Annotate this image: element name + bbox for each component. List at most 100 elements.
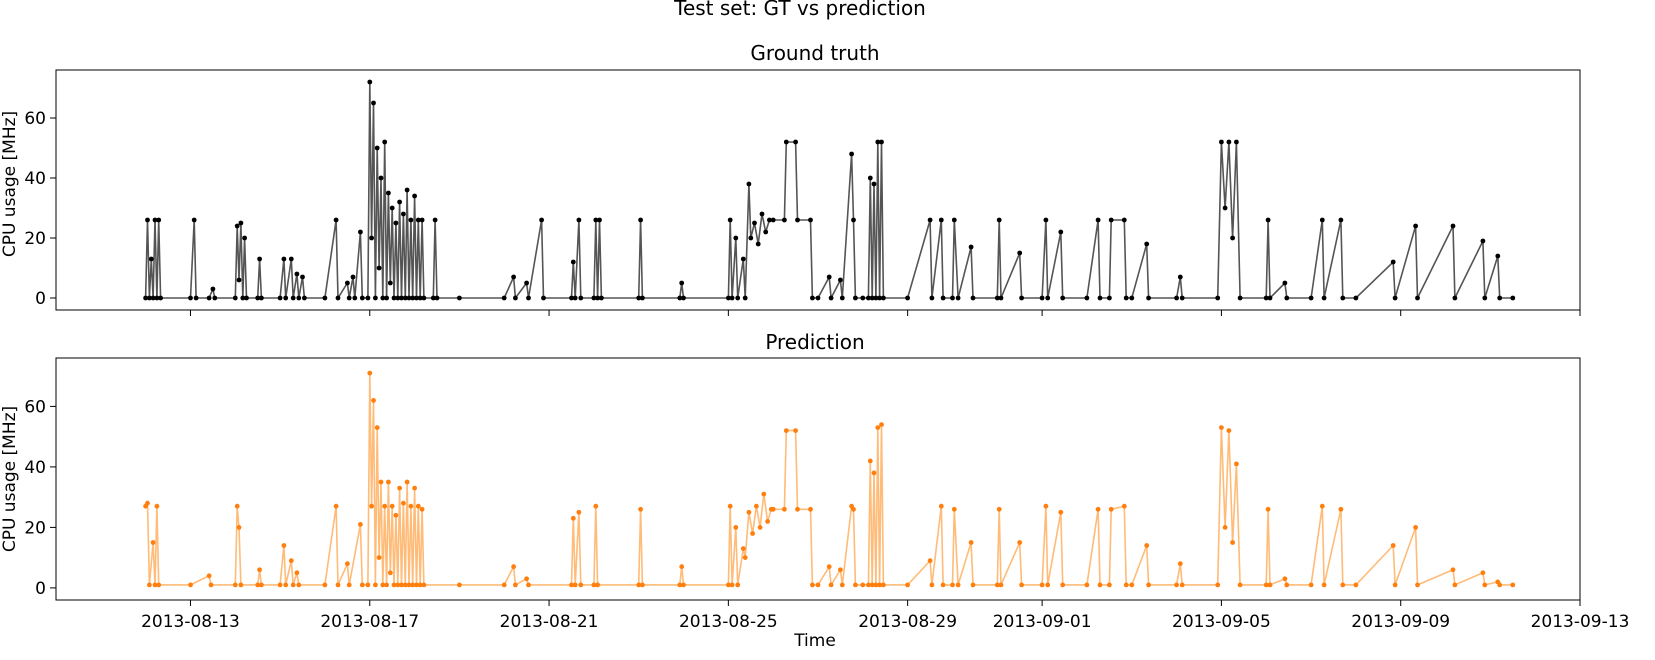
suptitle: Test set: GT vs prediction	[673, 0, 926, 20]
data-point	[591, 295, 597, 301]
data-point	[1480, 570, 1486, 576]
data-point	[735, 295, 741, 301]
data-point	[597, 217, 602, 223]
data-point	[242, 235, 248, 241]
pred-axes-frame	[55, 357, 1581, 601]
data-point	[1121, 217, 1127, 223]
data-point	[421, 582, 427, 588]
data-point	[877, 295, 882, 301]
data-point	[147, 295, 152, 301]
data-point	[905, 295, 910, 301]
data-point	[1215, 295, 1221, 301]
data-point	[740, 546, 746, 551]
series-line	[144, 81, 1513, 301]
data-point	[793, 139, 798, 145]
xtick-label: 2013-08-17	[320, 612, 419, 632]
data-point	[378, 175, 384, 181]
data-point	[259, 295, 264, 301]
data-point	[783, 428, 789, 433]
ytick-label: 40	[24, 458, 46, 478]
data-point	[1230, 235, 1235, 241]
data-point	[399, 582, 404, 588]
data-point	[1282, 280, 1288, 286]
gt-yticks: 0 20 40 60	[24, 109, 56, 309]
data-point	[1222, 525, 1228, 530]
data-point	[415, 217, 421, 223]
data-point	[236, 525, 242, 530]
data-point	[1390, 543, 1396, 548]
data-point	[998, 295, 1004, 301]
data-point	[1060, 582, 1066, 588]
data-point	[371, 100, 376, 106]
data-point	[860, 295, 866, 301]
pred-xticks: 2013-08-13 2013-08-17 2013-08-21 2013-08-25…	[141, 600, 1629, 632]
data-point	[236, 277, 242, 283]
data-point	[767, 217, 772, 223]
data-point	[389, 503, 395, 509]
data-point	[1144, 241, 1150, 247]
data-point	[387, 570, 393, 576]
data-point	[302, 295, 307, 301]
data-point	[526, 295, 531, 301]
data-point	[1226, 139, 1232, 145]
data-point	[391, 295, 397, 301]
data-point	[380, 582, 386, 588]
data-point	[399, 295, 404, 301]
data-point	[1146, 295, 1151, 301]
data-point	[879, 139, 884, 145]
data-point	[576, 217, 582, 223]
data-point	[1179, 295, 1185, 301]
data-point	[873, 582, 879, 588]
data-point	[578, 295, 584, 301]
data-point	[389, 205, 395, 211]
data-point	[1392, 295, 1398, 301]
data-point	[395, 582, 401, 588]
data-point	[853, 295, 858, 301]
data-point	[501, 582, 507, 588]
data-point	[996, 217, 1002, 223]
data-point	[770, 506, 776, 512]
xtick-label: 2013-08-29	[858, 612, 957, 632]
data-point	[576, 509, 582, 515]
ytick-label: 0	[35, 579, 46, 599]
gt-title: Ground truth	[750, 41, 879, 65]
data-point	[374, 425, 380, 430]
data-point	[1482, 295, 1488, 301]
data-point	[1263, 582, 1269, 588]
data-point	[1284, 582, 1290, 588]
data-point	[1017, 540, 1023, 545]
data-point	[869, 582, 875, 588]
data-point	[782, 217, 787, 223]
data-point	[1039, 295, 1045, 301]
data-point	[206, 295, 212, 301]
data-point	[955, 582, 961, 588]
data-point	[938, 503, 944, 509]
data-point	[1450, 567, 1456, 573]
data-point	[335, 295, 341, 301]
data-point	[345, 561, 350, 567]
data-point	[1510, 295, 1516, 301]
data-point	[640, 582, 645, 588]
ytick-label: 0	[35, 289, 46, 309]
data-point	[1319, 503, 1325, 509]
data-point	[1108, 506, 1114, 512]
data-point	[640, 295, 645, 301]
pred-series	[143, 370, 1516, 588]
data-point	[1230, 540, 1235, 545]
data-point	[1123, 295, 1129, 301]
data-point	[871, 470, 877, 476]
data-point	[795, 506, 800, 512]
data-point	[524, 576, 529, 582]
data-point	[513, 582, 518, 588]
data-point	[681, 295, 686, 301]
data-point	[412, 193, 417, 199]
data-point	[729, 295, 735, 301]
data-point	[1095, 217, 1101, 223]
data-point	[457, 582, 462, 588]
data-point	[759, 211, 765, 217]
data-point	[950, 582, 955, 588]
data-point	[419, 506, 425, 512]
data-point	[783, 139, 789, 145]
xtick-label: 2013-09-01	[993, 612, 1092, 632]
data-point	[1177, 561, 1183, 567]
